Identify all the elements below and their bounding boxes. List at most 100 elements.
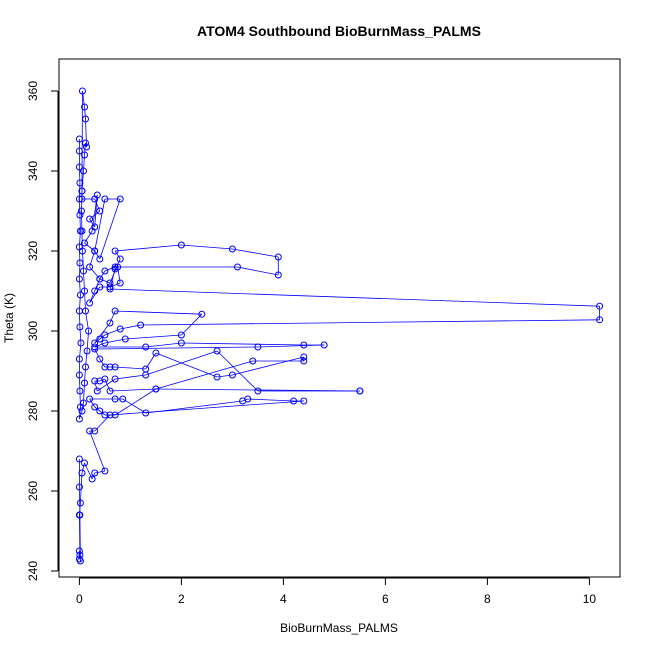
series-line-segment bbox=[94, 348, 101, 360]
data-point bbox=[91, 247, 99, 255]
data-point bbox=[119, 395, 127, 403]
series-line-segment bbox=[79, 166, 81, 184]
data-point bbox=[91, 377, 99, 385]
series-line-segment bbox=[232, 356, 304, 376]
data-point bbox=[76, 211, 84, 219]
data-point bbox=[76, 387, 84, 395]
series-line-segment bbox=[114, 250, 121, 260]
data-point bbox=[101, 467, 109, 475]
series-line-segment bbox=[115, 366, 146, 370]
data-point bbox=[88, 475, 96, 483]
data-point bbox=[79, 167, 87, 175]
series-line-segment bbox=[89, 266, 101, 280]
data-point bbox=[75, 415, 83, 423]
data-point bbox=[81, 379, 88, 387]
data-point bbox=[228, 245, 236, 253]
data-point bbox=[244, 395, 252, 403]
data-point bbox=[78, 187, 86, 195]
data-point bbox=[79, 399, 87, 407]
data-point bbox=[198, 310, 206, 318]
data-point bbox=[78, 407, 86, 415]
data-point bbox=[77, 339, 85, 347]
series-line-segment bbox=[99, 198, 121, 260]
data-point bbox=[77, 207, 85, 215]
data-point bbox=[96, 335, 104, 343]
data-point bbox=[86, 395, 94, 403]
data-point bbox=[75, 275, 83, 283]
data-point bbox=[86, 263, 94, 271]
data-point bbox=[81, 151, 88, 159]
data-point bbox=[82, 363, 90, 371]
series-line-segment bbox=[125, 334, 182, 340]
data-point bbox=[101, 363, 109, 371]
series-line-segment bbox=[104, 378, 111, 392]
data-point bbox=[228, 371, 236, 379]
series-line-segment bbox=[79, 486, 81, 516]
data-point bbox=[96, 207, 104, 215]
y-axis: 240 260 280 300 320 340 360 bbox=[26, 81, 59, 581]
data-point bbox=[300, 353, 308, 361]
x-tick-label: 2 bbox=[178, 592, 185, 606]
series-line-segment bbox=[115, 310, 202, 315]
series-line-segment bbox=[237, 266, 279, 276]
data-point bbox=[75, 547, 83, 555]
y-tick-label: 240 bbox=[26, 561, 40, 581]
series-line-segment bbox=[94, 380, 98, 392]
data-point bbox=[79, 267, 87, 275]
data-point bbox=[101, 411, 109, 419]
data-point bbox=[300, 397, 308, 405]
y-tick-label: 360 bbox=[26, 81, 40, 101]
series-line-segment bbox=[109, 400, 304, 416]
data-point bbox=[75, 371, 83, 379]
series-line-segment bbox=[155, 388, 360, 392]
data-point bbox=[106, 387, 114, 395]
data-point bbox=[86, 427, 94, 435]
data-point bbox=[300, 341, 308, 349]
data-point bbox=[86, 299, 94, 307]
y-tick-label: 320 bbox=[26, 241, 40, 261]
series-line-segment bbox=[81, 462, 85, 474]
data-point bbox=[76, 499, 84, 507]
data-point bbox=[78, 247, 86, 255]
series-line-segment bbox=[84, 230, 93, 244]
series-line-segment bbox=[79, 514, 81, 562]
series-line-segment bbox=[84, 142, 86, 156]
x-axis-label: BioBurnMass_PALMS bbox=[280, 621, 398, 635]
data-point bbox=[76, 511, 84, 519]
series-line-segment bbox=[89, 430, 106, 472]
data-point bbox=[596, 302, 604, 310]
data-point bbox=[249, 357, 257, 365]
series-line-segment bbox=[122, 398, 146, 414]
series-line-segment bbox=[85, 118, 87, 148]
series-line-segment bbox=[80, 472, 83, 504]
y-tick-label: 280 bbox=[26, 401, 40, 421]
series-line-segment bbox=[91, 194, 98, 232]
data-point bbox=[78, 195, 86, 203]
data-point bbox=[137, 321, 145, 329]
data-point bbox=[75, 147, 83, 155]
data-point bbox=[86, 215, 94, 223]
series-line-segment bbox=[94, 470, 105, 474]
data-point bbox=[121, 335, 129, 343]
data-point bbox=[101, 331, 109, 339]
data-point bbox=[75, 163, 83, 171]
series-line-segment bbox=[99, 358, 106, 368]
plot-frame bbox=[58, 58, 621, 578]
series-line-segment bbox=[94, 414, 111, 432]
data-point bbox=[76, 291, 84, 299]
series-line-segment bbox=[84, 106, 86, 120]
series-line-segment bbox=[94, 198, 101, 212]
data-point bbox=[111, 265, 119, 273]
x-tick-label: 0 bbox=[76, 592, 83, 606]
series-line-segment bbox=[79, 410, 83, 420]
data-point bbox=[356, 387, 364, 395]
series-line-segment bbox=[115, 374, 146, 380]
data-point bbox=[111, 363, 119, 371]
series-line-segment bbox=[115, 244, 182, 252]
series-line-segment bbox=[109, 288, 600, 307]
data-point bbox=[234, 263, 241, 271]
data-point bbox=[152, 349, 160, 357]
x-axis: 0 2 4 6 8 10 bbox=[76, 577, 597, 606]
x-tick-label: 10 bbox=[583, 592, 597, 606]
data-point bbox=[91, 343, 99, 351]
